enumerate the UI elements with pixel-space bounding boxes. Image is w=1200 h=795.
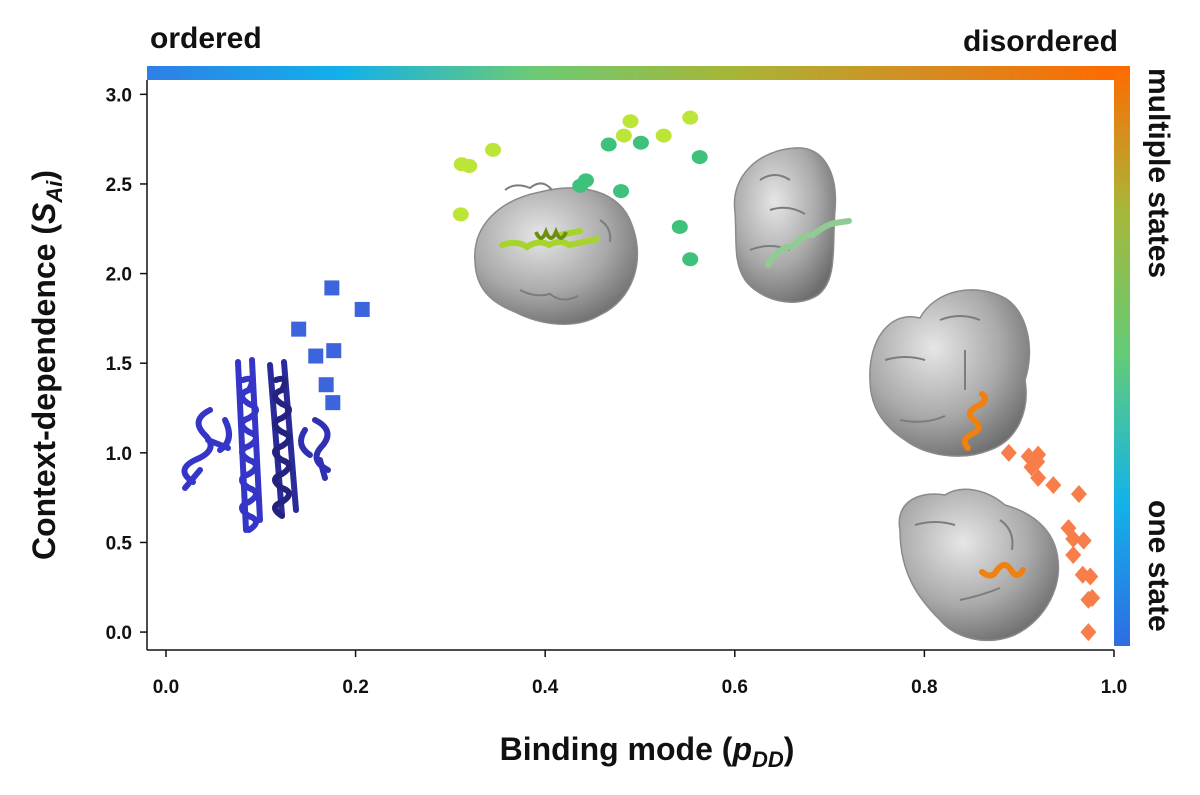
x-tick-label: 1.0 (1101, 677, 1127, 698)
data-point-circle (671, 219, 688, 234)
protein-surface-left (474, 182, 639, 325)
x-tick-label: 0.6 (722, 677, 748, 698)
data-point-square (325, 395, 341, 411)
data-point-diamond (1082, 567, 1099, 586)
data-point-diamond (1045, 476, 1062, 495)
data-point-square (308, 348, 324, 364)
disordered-label: disordered (962, 25, 1118, 58)
x-tick-label: 0.4 (532, 677, 559, 698)
protein-surface-right-bottom (898, 488, 1060, 642)
data-point-diamond (1065, 529, 1082, 548)
y-axis-title: Context-dependence (SAi) (26, 170, 67, 560)
data-point-diamond (1000, 443, 1017, 462)
x-tick-label: 0.8 (911, 677, 937, 698)
ordered-label: ordered (150, 22, 262, 55)
data-point-circle (461, 159, 478, 174)
multiple-states-label: multiple states (1142, 68, 1175, 279)
data-point-diamond (1070, 485, 1087, 504)
data-point-circle (682, 252, 699, 267)
protein-surface-right-middle (869, 289, 1031, 457)
data-point-circle (682, 110, 699, 125)
data-point-square (291, 321, 307, 337)
y-tick-label: 2.5 (106, 175, 133, 196)
plot-frame: 0.0 0.2 0.4 0.6 0.8 1.0 0.0 0.5 1.0 1.5 2.0 2.5 3.0 (106, 80, 1127, 698)
states-gradient-bar (1114, 66, 1130, 646)
x-tick-label: 0.2 (342, 677, 368, 698)
data-point-square (318, 377, 334, 393)
data-point-circle (655, 128, 672, 143)
data-point-diamond (1075, 531, 1092, 550)
data-point-square (324, 280, 340, 296)
y-tick-label: 1.0 (106, 444, 132, 465)
protein-surface-right-top (733, 147, 852, 303)
helix-bundle-structure (181, 357, 331, 533)
y-tick-label: 0.0 (106, 623, 132, 644)
order-gradient-bar (147, 66, 1117, 80)
y-tick-label: 1.5 (106, 354, 133, 375)
data-point-circle (600, 137, 617, 152)
data-point-circle (615, 128, 632, 143)
data-point-circle (632, 135, 649, 150)
x-axis-title: Binding mode (pDD) (500, 731, 795, 772)
y-tick-label: 0.5 (106, 533, 133, 554)
one-state-label: one state (1142, 500, 1175, 632)
data-point-circle (485, 142, 502, 157)
data-point-diamond (1065, 546, 1082, 564)
data-point-diamond (1080, 623, 1097, 642)
data-point-diamond (1080, 590, 1097, 609)
data-point-square (326, 343, 342, 359)
data-point-circle (452, 207, 469, 222)
data-point-circle (691, 150, 708, 165)
x-tick-label: 0.0 (153, 677, 179, 698)
data-point-square (354, 301, 370, 317)
y-tick-label: 2.0 (106, 265, 132, 286)
data-points (291, 110, 1101, 642)
data-point-circle (572, 178, 589, 193)
data-point-diamond (1023, 458, 1040, 477)
data-point-circle (613, 184, 630, 199)
data-point-circle (622, 114, 639, 129)
y-tick-label: 3.0 (106, 85, 132, 106)
data-point-diamond (1030, 468, 1047, 487)
